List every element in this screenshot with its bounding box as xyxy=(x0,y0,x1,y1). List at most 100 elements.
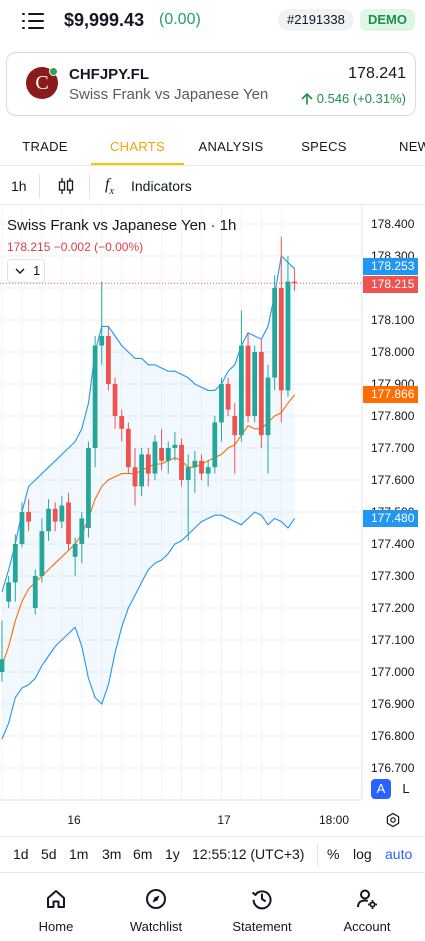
range-bar: 1d 5d 1m 3m 6m 1y 12:55:12 (UTC+3) % log… xyxy=(0,836,425,872)
toolbar-divider xyxy=(89,174,90,198)
price-axis-label: 176.900 xyxy=(371,697,415,711)
candle-body xyxy=(32,576,38,608)
candle-body xyxy=(125,428,131,468)
candle-body xyxy=(292,281,297,284)
tab-charts[interactable]: CHARTS xyxy=(91,128,184,165)
indicators-button[interactable]: Indicators xyxy=(131,178,192,194)
candle-body xyxy=(19,512,25,544)
candle-body xyxy=(172,444,178,448)
range-3m[interactable]: 3m xyxy=(102,846,122,862)
candles-chart-type-icon[interactable] xyxy=(58,177,74,195)
range-1m[interactable]: 1m xyxy=(69,846,89,862)
price-axis-label: 177.100 xyxy=(371,633,415,647)
candle-body xyxy=(165,448,171,461)
candle-body xyxy=(72,544,78,557)
settings-icon[interactable] xyxy=(385,812,401,828)
nav-watchlist[interactable]: Watchlist xyxy=(106,873,206,941)
arrow-up-icon xyxy=(301,93,313,105)
compass-icon xyxy=(146,889,166,909)
candle-body xyxy=(278,288,284,391)
clock-timezone[interactable]: 12:55:12 (UTC+3) xyxy=(192,846,305,862)
candle-body xyxy=(152,441,158,474)
chart-legend-values: 178.215 −0.002 (−0.00%) xyxy=(7,240,144,254)
price-axis-label: 178.100 xyxy=(371,313,415,327)
home-icon xyxy=(47,890,65,908)
candle-body xyxy=(285,281,291,391)
bollinger-band-fill xyxy=(2,256,295,740)
nav-account[interactable]: Account xyxy=(317,873,417,941)
price-axis-label: 176.700 xyxy=(371,761,415,775)
candle-body xyxy=(52,508,58,522)
range-6m[interactable]: 6m xyxy=(133,846,153,862)
account-balance[interactable]: $9,999.43 xyxy=(64,10,145,30)
candle-body xyxy=(179,444,184,480)
price-axis-label: 177.600 xyxy=(371,473,415,487)
candle-body xyxy=(252,352,258,416)
account-id-badge[interactable]: #2191338 xyxy=(278,9,354,31)
candle-body xyxy=(219,384,224,423)
candle-body xyxy=(79,518,85,544)
candle-body xyxy=(46,508,51,532)
candle-body xyxy=(145,454,151,474)
candle-body xyxy=(106,336,111,384)
candle-body xyxy=(119,416,125,429)
auto-scale-button[interactable]: A xyxy=(371,779,391,799)
candle-body xyxy=(59,505,65,522)
candle-body xyxy=(199,460,204,474)
symbol-description: Swiss Frank vs Japanese Yen xyxy=(69,86,269,103)
fx-indicators-icon[interactable]: fx xyxy=(105,176,114,197)
price-axis-label: 177.400 xyxy=(371,537,415,551)
balance-change: (0.00) xyxy=(159,11,201,28)
price-axis-label: 177.800 xyxy=(371,409,415,423)
price-axis-label: 177.700 xyxy=(371,441,415,455)
price-axis-label: 176.800 xyxy=(371,729,415,743)
symbol-change-value: 0.546 (+0.31%) xyxy=(316,91,406,106)
candle-body xyxy=(239,345,244,436)
account-settings-icon xyxy=(357,889,377,909)
bb-lower-price-tag: 177.480 xyxy=(363,510,418,527)
hamburger-menu-icon[interactable] xyxy=(22,12,44,30)
tab-specs[interactable]: SPECS xyxy=(301,139,347,154)
candle-body xyxy=(272,288,278,378)
top-bar: $9,999.43 (0.00) #2191338 DEMO xyxy=(0,0,425,44)
history-icon xyxy=(251,890,272,910)
toolbar-divider xyxy=(39,174,40,198)
symbol-ticker: CHFJPY.FL xyxy=(69,66,150,83)
chart-legend-title: Swiss Frank vs Japanese Yen · 1h xyxy=(7,217,237,234)
demo-badge: DEMO xyxy=(360,9,415,31)
percent-scale-toggle[interactable]: % xyxy=(327,846,340,862)
range-1d[interactable]: 1d xyxy=(13,846,29,862)
candle-body xyxy=(225,384,231,410)
nav-statement[interactable]: Statement xyxy=(212,873,312,941)
symbol-card[interactable]: C CHFJPY.FL Swiss Frank vs Japanese Yen … xyxy=(6,52,416,116)
range-5d[interactable]: 5d xyxy=(41,846,57,862)
nav-watchlist-label: Watchlist xyxy=(129,919,183,934)
nav-home-label: Home xyxy=(38,919,74,934)
candle-body xyxy=(26,512,31,522)
time-axis-label: 18:00 xyxy=(319,813,349,827)
tab-analysis[interactable]: ANALYSIS xyxy=(198,139,264,154)
nav-home[interactable]: Home xyxy=(6,873,106,941)
candle-body xyxy=(205,467,211,474)
candle-body xyxy=(99,336,105,346)
interval-selector[interactable]: 1h xyxy=(11,178,27,194)
tab-trade[interactable]: TRADE xyxy=(22,139,68,154)
auto-scale-toggle[interactable]: auto xyxy=(385,846,413,862)
price-chart[interactable]: 178.400178.300178.200178.100178.000177.9… xyxy=(0,206,425,836)
bollinger-upper-line xyxy=(1,254,295,593)
chart-area[interactable]: 178.400178.300178.200178.100178.000177.9… xyxy=(0,206,425,836)
chart-toolbar: 1h fx Indicators xyxy=(0,167,425,205)
legend-collapse-button[interactable]: 1 xyxy=(7,259,45,283)
candle-body xyxy=(258,352,264,436)
log-scale-button[interactable]: L xyxy=(402,781,410,796)
symbol-price: 178.241 xyxy=(348,65,406,82)
candle-body xyxy=(132,467,138,487)
log-scale-toggle[interactable]: log xyxy=(353,846,372,862)
bb-basis-price-tag: 177.866 xyxy=(363,386,418,403)
range-1y[interactable]: 1y xyxy=(165,846,180,862)
last-price-tag: 178.215 xyxy=(363,276,418,293)
candle-body xyxy=(245,345,251,416)
candle-body xyxy=(66,502,71,544)
nav-account-label: Account xyxy=(343,919,391,934)
tab-new[interactable]: NEW xyxy=(399,139,425,154)
